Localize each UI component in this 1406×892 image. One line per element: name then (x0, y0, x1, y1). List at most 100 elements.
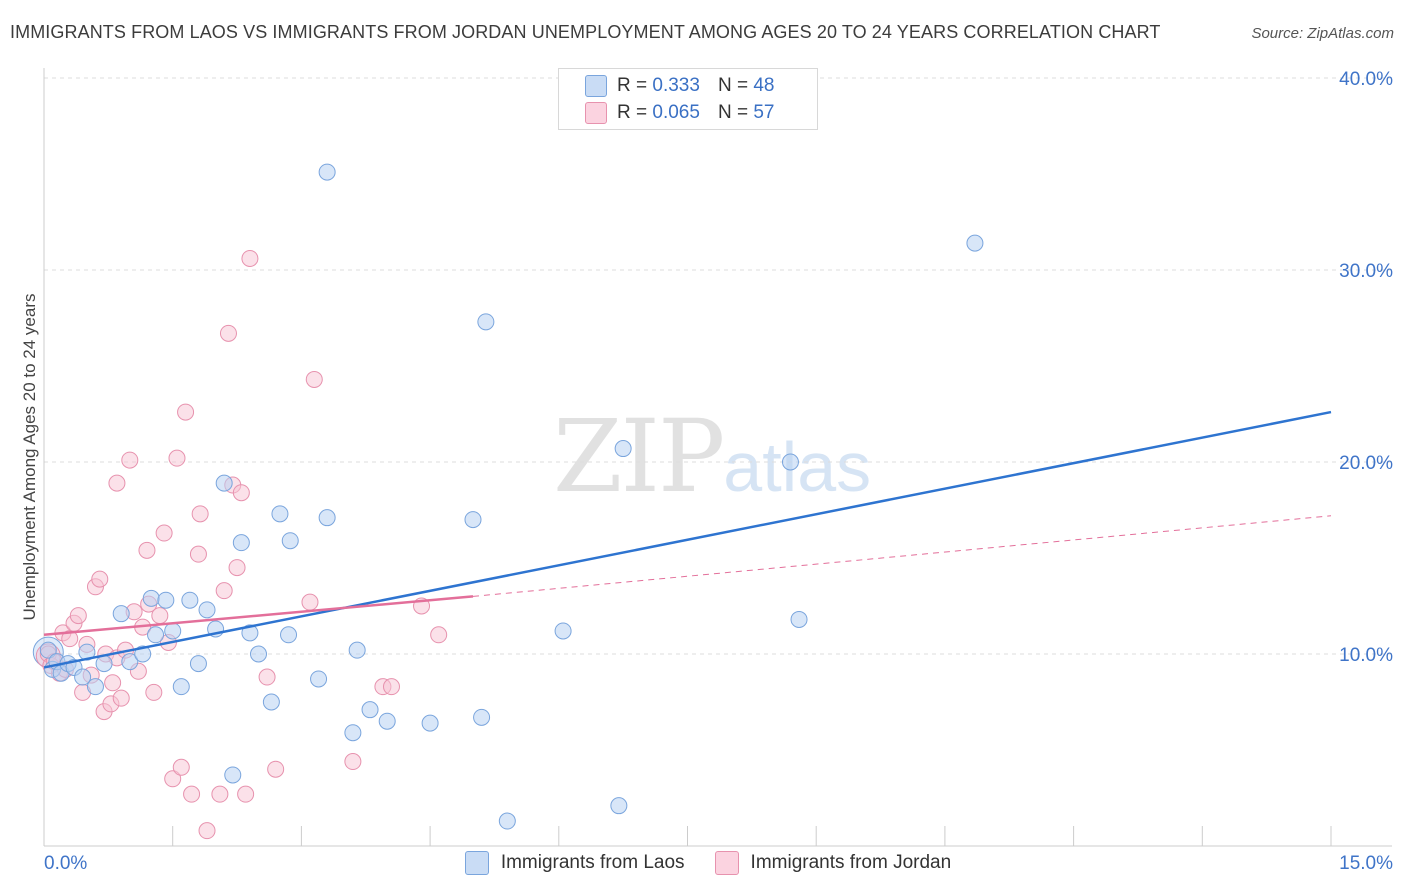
legend-n-label: N = (717, 75, 749, 96)
data-point-laos (172, 678, 190, 696)
data-point-jordan (191, 505, 209, 523)
data-point-laos (147, 626, 165, 644)
data-point-laos (157, 591, 175, 609)
data-point-laos (95, 655, 113, 673)
series-legend: Immigrants from Laos Immigrants from Jor… (0, 851, 1406, 875)
data-point-jordan (69, 607, 87, 625)
data-point-laos (310, 670, 328, 688)
jordan-swatch (585, 102, 607, 124)
data-point-jordan (305, 370, 323, 388)
data-point-jordan (211, 785, 229, 803)
watermark-zip: ZIP (553, 398, 725, 515)
data-point-laos (224, 766, 242, 784)
legend-label-laos: Immigrants from Laos (500, 852, 685, 873)
source-label: Source: ZipAtlas.com (1251, 25, 1394, 42)
data-point-jordan (177, 403, 195, 421)
legend-r-label: R = (617, 102, 648, 123)
laos-swatch (464, 851, 489, 875)
data-point-jordan (301, 593, 319, 611)
correlation-legend: R = 0.333 N = 48 R = 0.065 N = 57 (558, 68, 818, 130)
data-point-laos (348, 641, 366, 659)
data-point-laos (250, 645, 267, 663)
data-point-jordan (267, 760, 285, 778)
data-point-laos (614, 440, 632, 458)
legend-r-value-jordan: 0.065 (652, 102, 700, 123)
data-point-laos (241, 624, 259, 642)
y-tick-label: 10.0% (1339, 645, 1393, 666)
data-point-jordan (151, 607, 169, 625)
trend-line-jordan-extension (472, 515, 1332, 597)
data-point-jordan (198, 822, 216, 840)
jordan-swatch (714, 851, 739, 875)
data-point-jordan (121, 451, 139, 469)
legend-item-laos: Immigrants from Laos (464, 851, 685, 875)
data-point-jordan (382, 678, 400, 696)
trend-line-jordan (43, 595, 474, 637)
legend-n-label: N = (717, 102, 749, 123)
chart-title: IMMIGRANTS FROM LAOS VS IMMIGRANTS FROM … (10, 22, 1161, 42)
data-point-laos (262, 693, 280, 711)
data-point-laos (232, 534, 250, 552)
data-point-laos (198, 601, 216, 619)
data-point-jordan (164, 770, 182, 788)
data-point-laos (215, 474, 233, 492)
x-tick-label: 0.0% (44, 853, 87, 874)
y-tick-label: 20.0% (1339, 453, 1393, 474)
trend-line-laos (43, 410, 1332, 669)
data-point-laos (281, 532, 299, 550)
legend-n-value-laos: 48 (753, 75, 775, 96)
y-tick-label: 40.0% (1339, 69, 1393, 90)
data-point-jordan (228, 559, 246, 577)
data-point-laos (134, 645, 152, 663)
data-point-laos (86, 678, 104, 696)
data-point-laos (361, 701, 379, 719)
data-point-laos (610, 797, 628, 815)
data-point-jordan (215, 582, 233, 600)
data-point-laos (781, 453, 799, 471)
x-tick-label: 15.0% (1339, 853, 1393, 874)
data-point-jordan (104, 674, 122, 692)
data-point-laos (121, 653, 139, 671)
laos-swatch (585, 75, 607, 97)
data-point-jordan (237, 785, 255, 803)
legend-row-laos: R = 0.333 N = 48 (585, 73, 775, 99)
data-point-jordan (91, 570, 109, 588)
data-point-jordan (183, 785, 201, 803)
data-point-jordan (145, 683, 163, 701)
data-point-laos (554, 622, 572, 640)
data-point-laos (378, 712, 396, 730)
data-point-jordan (112, 689, 130, 707)
data-point-laos (39, 641, 57, 659)
data-point-laos (189, 655, 207, 673)
data-point-laos (112, 605, 130, 623)
data-point-jordan (155, 524, 173, 542)
data-point-jordan (189, 545, 207, 563)
data-point-jordan (258, 668, 276, 686)
data-point-laos (790, 610, 808, 628)
data-point-jordan (108, 474, 126, 492)
data-point-laos (142, 589, 160, 607)
y-tick-label: 30.0% (1339, 261, 1393, 282)
data-point-jordan (344, 753, 362, 771)
data-point-jordan (138, 541, 156, 559)
data-point-laos (271, 505, 289, 523)
watermark: ZIPatlas (553, 398, 871, 515)
data-point-jordan (172, 758, 190, 776)
data-point-laos (344, 724, 362, 742)
legend-n-value-jordan: 57 (753, 102, 775, 123)
legend-label-jordan: Immigrants from Jordan (750, 852, 952, 873)
data-point-laos (280, 626, 298, 644)
data-point-jordan (61, 630, 79, 648)
data-point-laos (498, 812, 516, 830)
legend-item-jordan: Immigrants from Jordan (714, 851, 952, 875)
data-point-laos (473, 708, 491, 726)
data-point-laos (477, 313, 495, 331)
data-point-laos (318, 509, 336, 527)
data-point-laos (181, 591, 199, 609)
data-point-jordan (168, 449, 186, 467)
data-point-jordan (430, 626, 448, 644)
legend-r-label: R = (617, 75, 648, 96)
data-point-laos (74, 668, 92, 686)
data-point-jordan (232, 484, 250, 502)
data-point-laos (464, 511, 482, 529)
